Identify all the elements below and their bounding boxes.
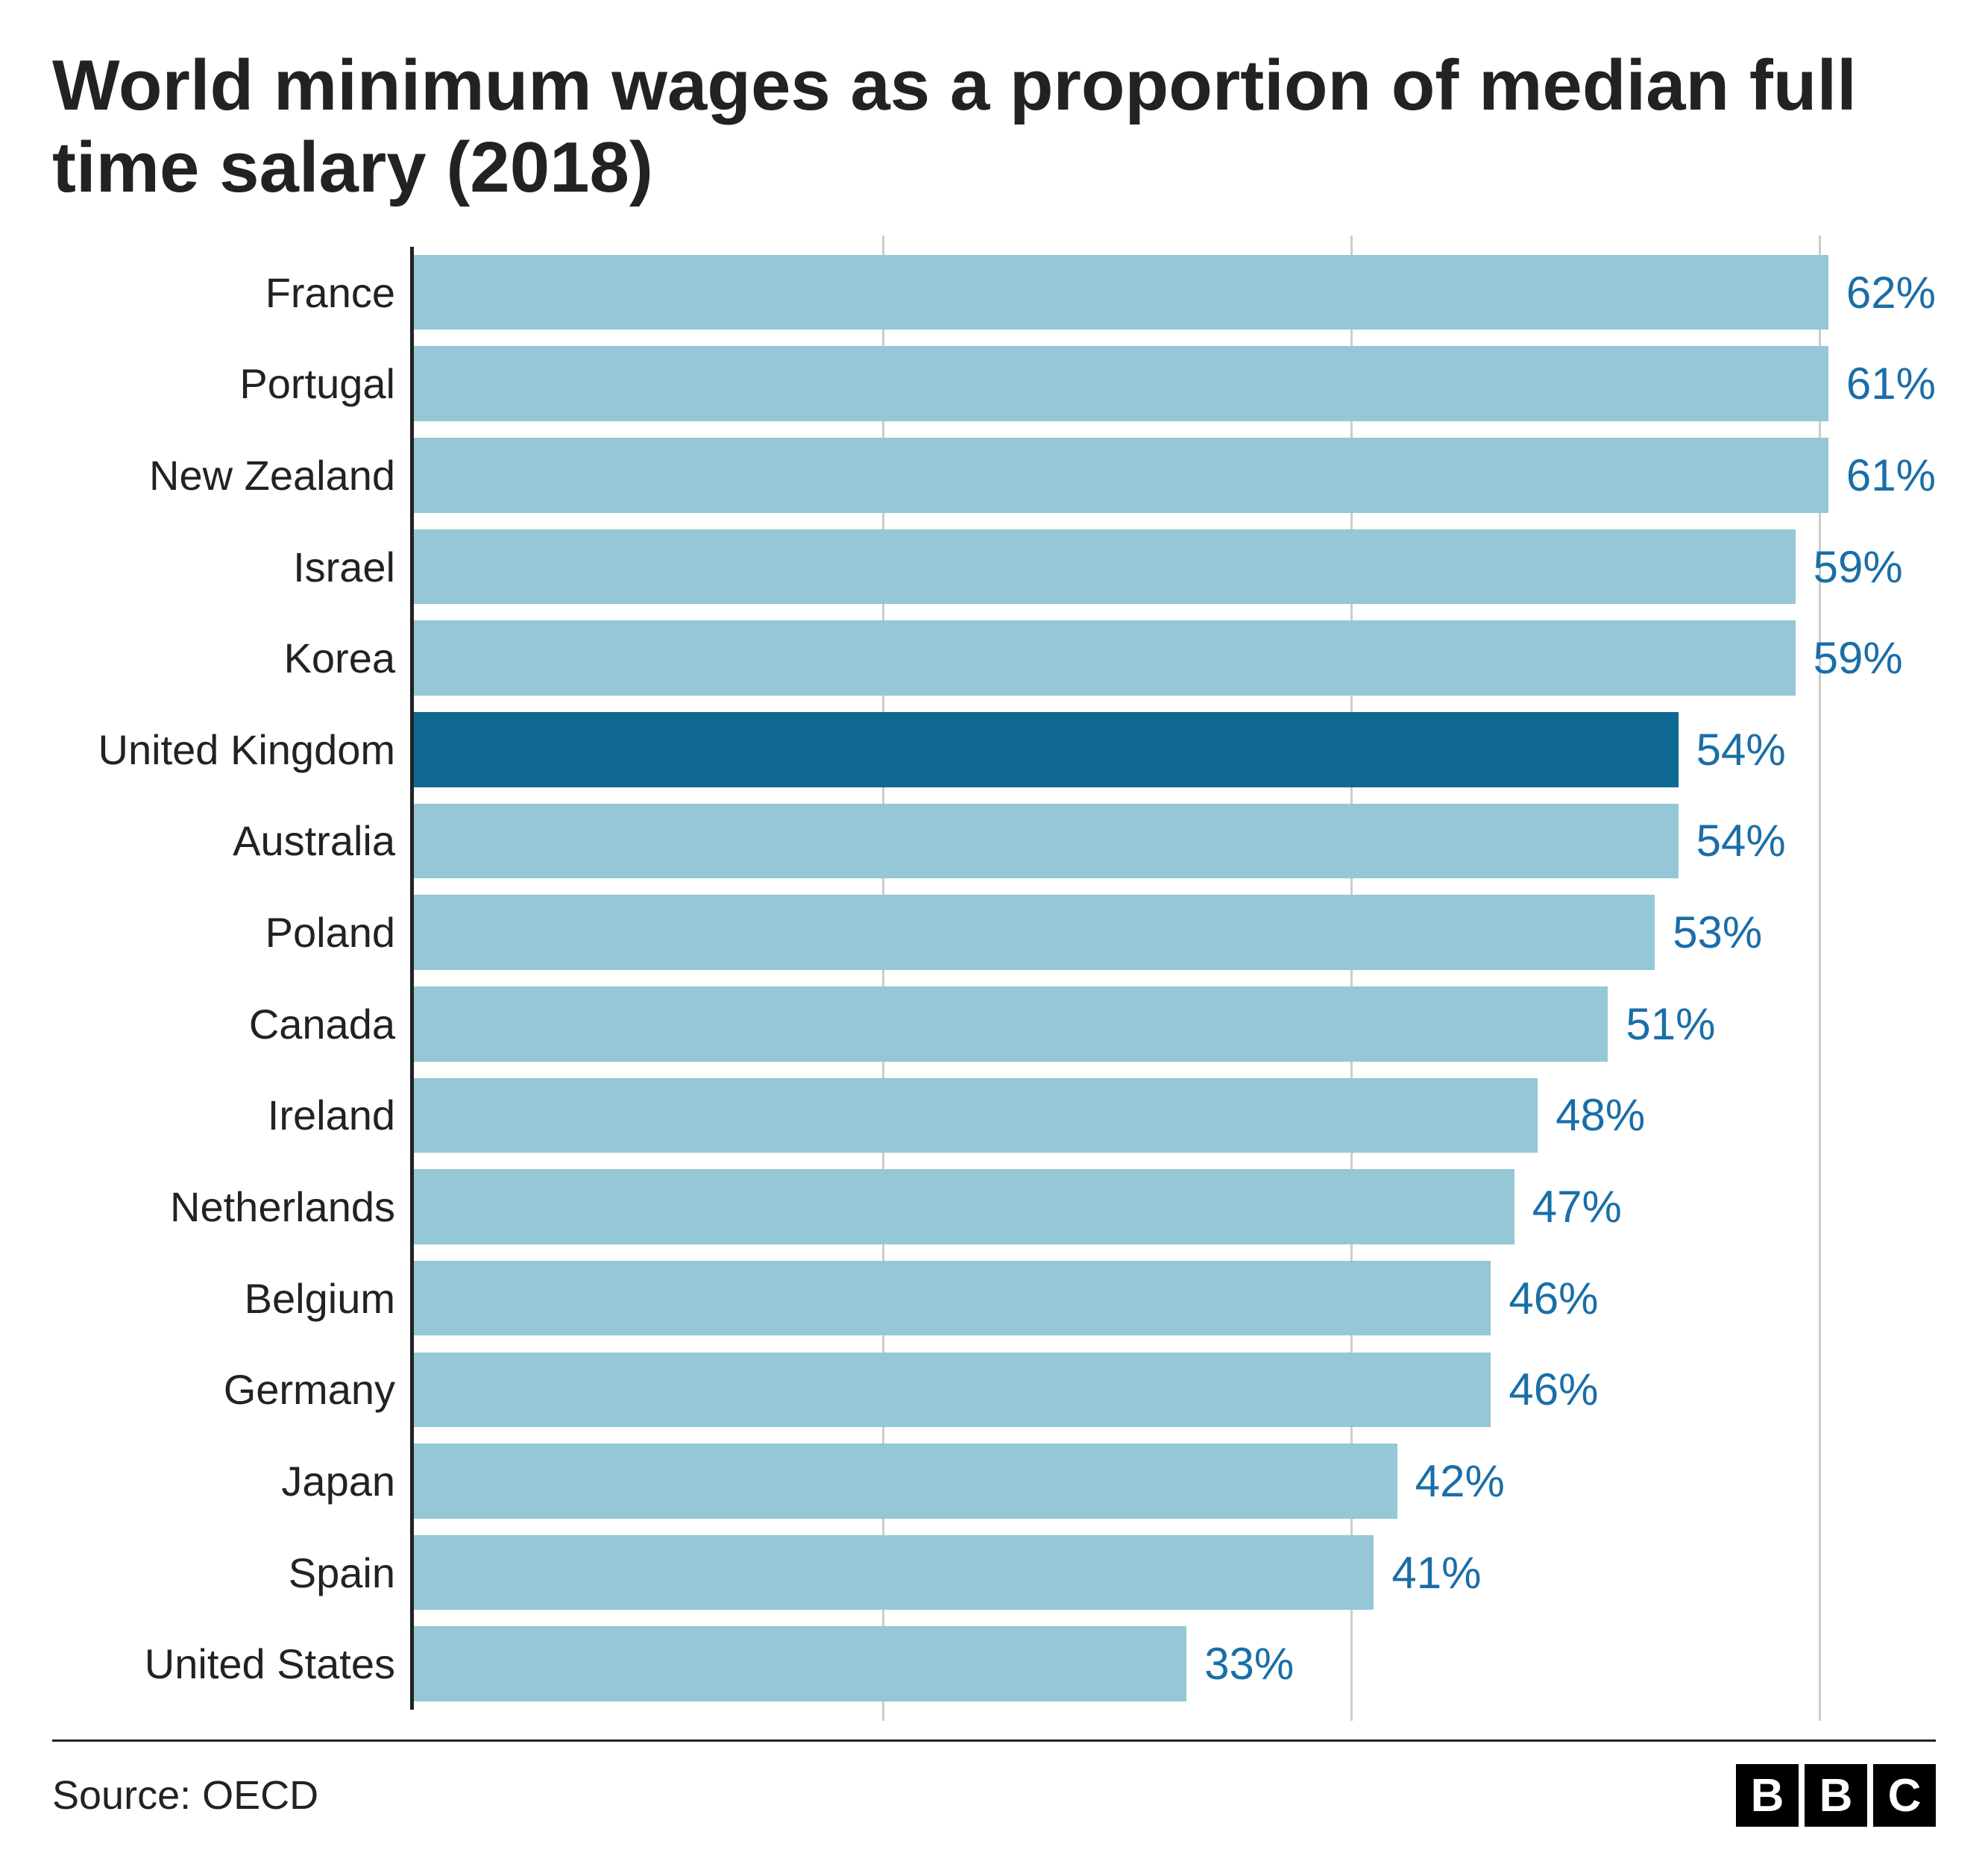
- country-label: Canada: [52, 978, 395, 1070]
- chart-footer: Source: OECD BBC: [52, 1739, 1936, 1827]
- bar: [414, 986, 1608, 1062]
- chart-title: World minimum wages as a proportion of m…: [52, 45, 1936, 210]
- country-label: Ireland: [52, 1070, 395, 1162]
- bar-row: 62%: [414, 247, 1936, 339]
- bar-value-label: 46%: [1509, 1273, 1598, 1324]
- bar-highlight: [414, 712, 1679, 787]
- bar-row: 61%: [414, 429, 1936, 521]
- country-label: Australia: [52, 796, 395, 887]
- bar-row: 59%: [414, 612, 1936, 704]
- bar-row: 46%: [414, 1253, 1936, 1344]
- country-label: Japan: [52, 1435, 395, 1527]
- bar: [414, 1626, 1186, 1701]
- country-label: Poland: [52, 887, 395, 978]
- bar-row: 41%: [414, 1527, 1936, 1619]
- bars-container: 62%61%61%59%59%54%54%53%51%48%47%46%46%4…: [414, 247, 1936, 1710]
- bar-value-label: 33%: [1204, 1638, 1294, 1690]
- bar-row: 54%: [414, 796, 1936, 887]
- bar: [414, 438, 1828, 513]
- bar-value-label: 59%: [1814, 632, 1903, 684]
- country-label: Korea: [52, 612, 395, 704]
- source-attribution: Source: OECD: [52, 1772, 318, 1819]
- bar-value-label: 48%: [1556, 1089, 1645, 1141]
- bar-row: 42%: [414, 1435, 1936, 1527]
- bar-row: 48%: [414, 1070, 1936, 1162]
- bar: [414, 346, 1828, 421]
- bar-value-label: 53%: [1673, 907, 1762, 958]
- bar-value-label: 54%: [1696, 815, 1786, 866]
- y-axis-labels: FrancePortugalNew ZealandIsraelKoreaUnit…: [52, 247, 410, 1710]
- bar: [414, 1443, 1397, 1519]
- country-label: United States: [52, 1618, 395, 1710]
- country-label: Germany: [52, 1344, 395, 1435]
- bar-row: 61%: [414, 338, 1936, 429]
- bar: [414, 529, 1796, 605]
- plot-area: 62%61%61%59%59%54%54%53%51%48%47%46%46%4…: [410, 247, 1936, 1710]
- country-label: France: [52, 247, 395, 339]
- country-label: New Zealand: [52, 429, 395, 521]
- chart-area: FrancePortugalNew ZealandIsraelKoreaUnit…: [52, 247, 1936, 1710]
- bar: [414, 255, 1828, 330]
- bar-value-label: 41%: [1391, 1547, 1481, 1599]
- bar-value-label: 61%: [1846, 450, 1936, 501]
- bar-value-label: 42%: [1415, 1455, 1505, 1507]
- bar-row: 53%: [414, 887, 1936, 978]
- bar-row: 51%: [414, 978, 1936, 1070]
- bar-row: 33%: [414, 1618, 1936, 1710]
- country-label: Portugal: [52, 338, 395, 429]
- bar: [414, 1261, 1491, 1336]
- bar-row: 47%: [414, 1161, 1936, 1253]
- country-label: Belgium: [52, 1253, 395, 1344]
- bbc-logo: BBC: [1736, 1764, 1936, 1827]
- bar: [414, 1535, 1374, 1610]
- bbc-logo-box: C: [1873, 1764, 1936, 1827]
- bar-value-label: 59%: [1814, 541, 1903, 593]
- country-label: Israel: [52, 521, 395, 613]
- bar-value-label: 61%: [1846, 358, 1936, 409]
- bar-value-label: 47%: [1532, 1181, 1622, 1232]
- bar-value-label: 46%: [1509, 1364, 1598, 1415]
- bar: [414, 1169, 1514, 1244]
- bar-row: 46%: [414, 1344, 1936, 1435]
- bbc-logo-box: B: [1805, 1764, 1867, 1827]
- bar: [414, 1078, 1538, 1153]
- bar: [414, 804, 1679, 879]
- country-label: United Kingdom: [52, 704, 395, 796]
- bar-value-label: 54%: [1696, 724, 1786, 775]
- country-label: Spain: [52, 1527, 395, 1619]
- bar: [414, 1353, 1491, 1428]
- bar: [414, 620, 1796, 696]
- bar-row: 59%: [414, 521, 1936, 613]
- bar: [414, 895, 1655, 970]
- bar-row: 54%: [414, 704, 1936, 796]
- country-label: Netherlands: [52, 1161, 395, 1253]
- bar-value-label: 51%: [1626, 998, 1715, 1050]
- bbc-logo-box: B: [1736, 1764, 1799, 1827]
- bar-value-label: 62%: [1846, 267, 1936, 318]
